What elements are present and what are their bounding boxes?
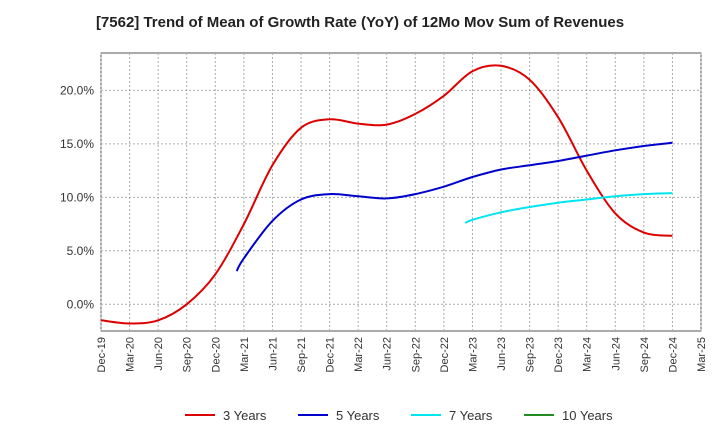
y-tick-label: 0.0% <box>67 297 95 311</box>
x-tick-label: Jun-20 <box>153 337 165 371</box>
legend: 3 Years 5 Years 7 Years 10 Years <box>185 408 613 423</box>
y-tick-label: 5.0% <box>67 244 95 258</box>
legend-label: 10 Years <box>562 408 613 423</box>
x-tick-label: Mar-21 <box>239 337 251 372</box>
series-line-5-years <box>235 141 673 272</box>
x-tick-label: Sep-24 <box>639 337 651 372</box>
x-tick-label: Dec-19 <box>96 337 108 372</box>
x-tick-label: Mar-22 <box>353 337 365 372</box>
series-line-3-years <box>100 64 673 325</box>
x-tick-label: Dec-20 <box>210 337 222 372</box>
x-tick-label: Jun-24 <box>610 337 622 371</box>
x-tick-label: Dec-22 <box>439 337 451 372</box>
x-axis-ticks: Dec-19 Mar-20 Jun-20 Sep-20 Dec-20 Mar-21 Jun-… <box>96 337 708 372</box>
plot-area <box>100 52 702 332</box>
x-tick-label: Mar-24 <box>582 337 594 372</box>
y-tick-label: 15.0% <box>60 137 94 151</box>
y-axis-ticks: 0.0% 5.0% 10.0% 15.0% 20.0% <box>60 83 94 311</box>
x-tick-label: Jun-23 <box>496 337 508 371</box>
legend-label: 7 Years <box>449 408 493 423</box>
series-lines <box>100 64 673 325</box>
x-tick-label: Sep-23 <box>525 337 537 372</box>
x-tick-label: Dec-23 <box>553 337 565 372</box>
y-tick-label: 10.0% <box>60 190 94 204</box>
x-tick-label: Mar-25 <box>696 337 708 372</box>
series-line-7-years <box>464 192 673 224</box>
x-tick-label: Sep-22 <box>410 337 422 372</box>
legend-label: 3 Years <box>223 408 267 423</box>
x-tick-label: Sep-20 <box>182 337 194 372</box>
x-tick-label: Sep-21 <box>296 337 308 372</box>
x-tick-label: Mar-20 <box>125 337 137 372</box>
x-tick-label: Jun-22 <box>382 337 394 371</box>
x-tick-label: Jun-21 <box>267 337 279 371</box>
x-tick-label: Mar-23 <box>467 337 479 372</box>
x-tick-label: Dec-21 <box>325 337 337 372</box>
x-tick-label: Dec-24 <box>667 337 679 372</box>
y-tick-label: 20.0% <box>60 83 94 97</box>
legend-label: 5 Years <box>336 408 380 423</box>
chart-title: [7562] Trend of Mean of Growth Rate (YoY… <box>95 14 625 31</box>
